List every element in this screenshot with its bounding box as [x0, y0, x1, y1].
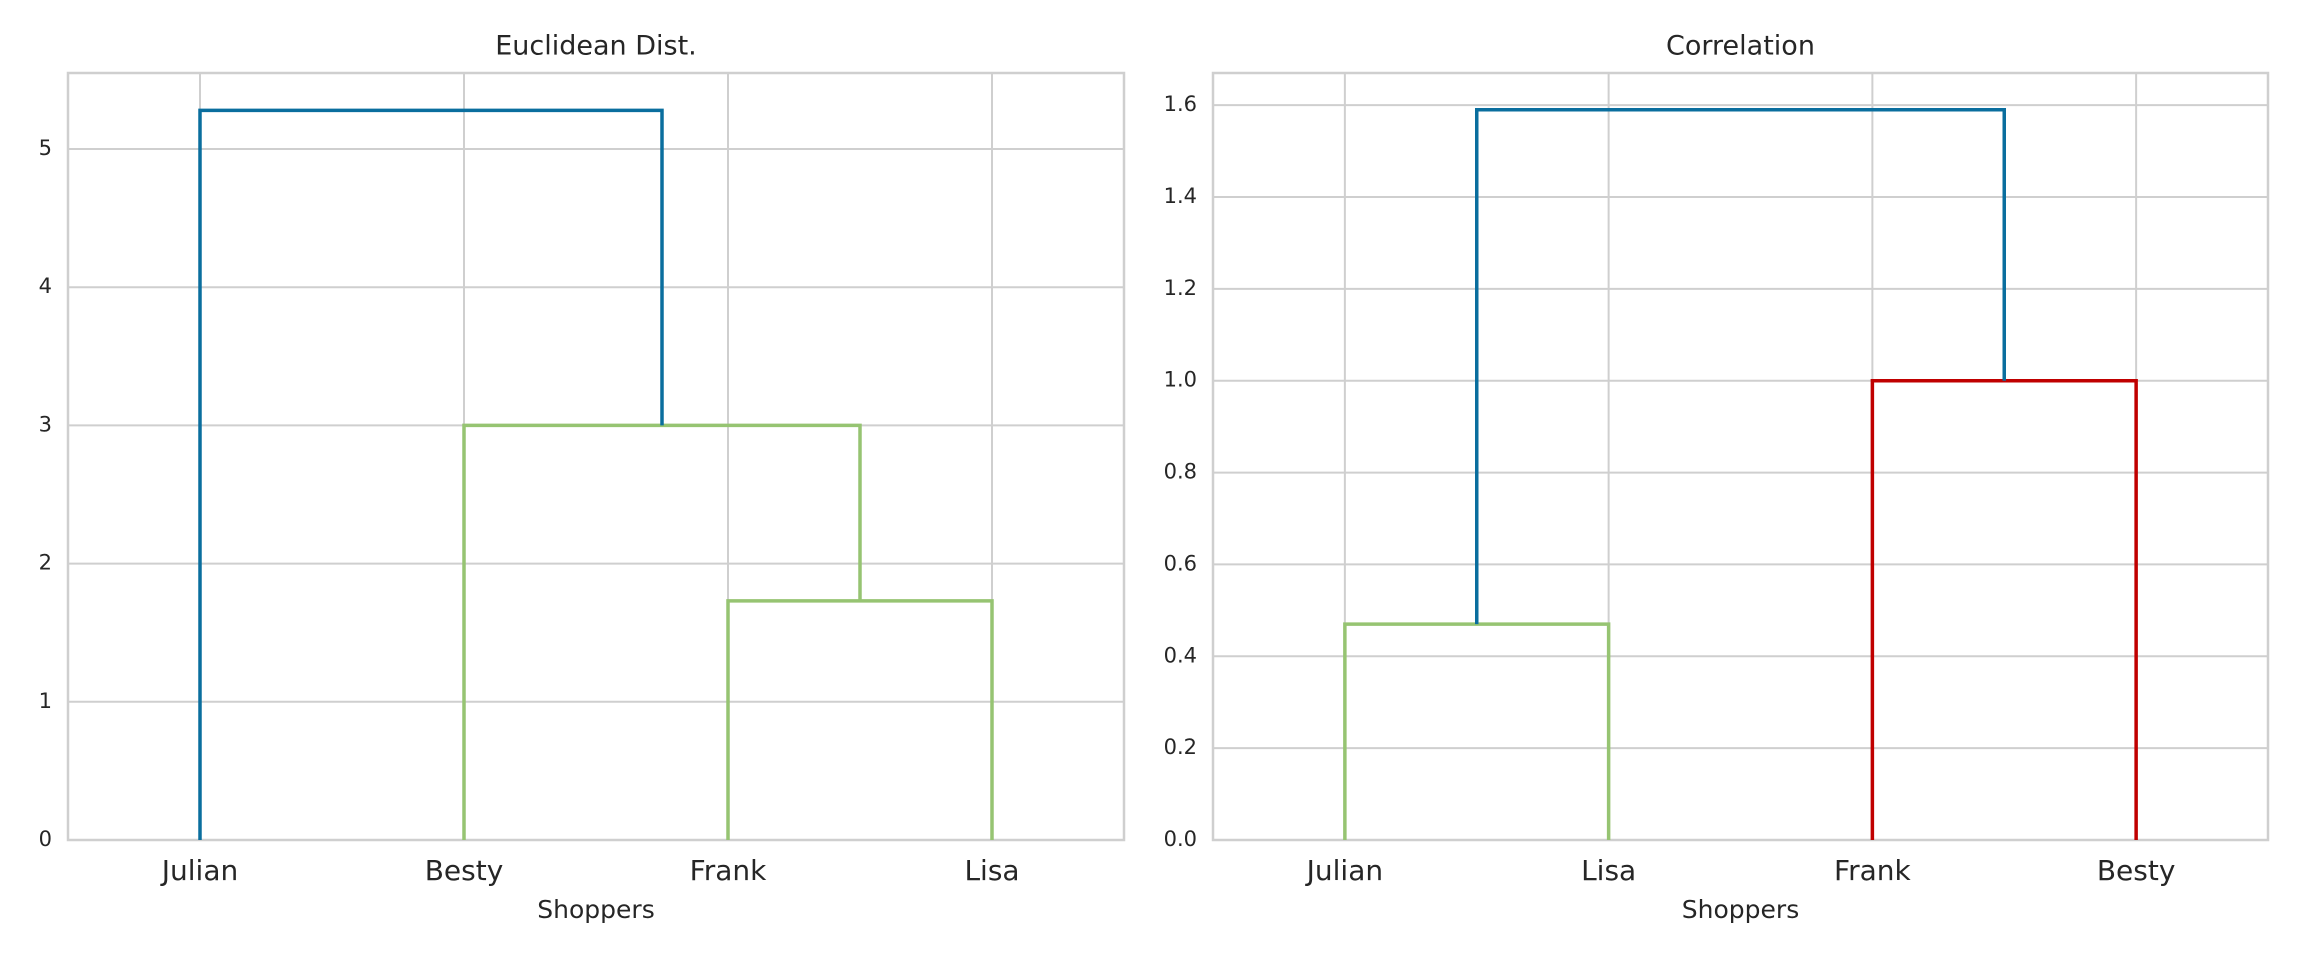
- x-tick-label: Julian: [160, 854, 238, 887]
- y-tick-label: 5: [39, 136, 52, 160]
- x-tick-label: Besty: [2097, 854, 2176, 887]
- dendrogram-link: [1343, 622, 1611, 840]
- y-tick-label: 4: [39, 274, 52, 298]
- y-tick-label: 1.0: [1164, 368, 1197, 392]
- dendrogram-link: [1870, 378, 2138, 840]
- dendrogram-link: [198, 108, 664, 840]
- x-tick-label: Julian: [1305, 854, 1383, 887]
- y-tick-label: 2: [39, 551, 52, 575]
- y-tick-label: 1.6: [1164, 92, 1197, 116]
- dendrogram-link: [1475, 107, 2006, 625]
- dendrogram-link: [462, 423, 862, 840]
- y-tick-label: 1.2: [1164, 276, 1197, 300]
- y-tick-label: 1.4: [1164, 184, 1197, 208]
- chart-title: Euclidean Dist.: [495, 31, 697, 62]
- dendrogram-link: [726, 599, 994, 840]
- x-axis-label: Shoppers: [537, 895, 654, 924]
- chart-title: Correlation: [1666, 31, 1815, 62]
- plot-frame: [1211, 71, 2270, 842]
- x-tick-label: Lisa: [964, 854, 1019, 887]
- x-tick-label: Besty: [425, 854, 504, 887]
- y-tick-label: 0.8: [1164, 460, 1197, 484]
- x-tick-label: Frank: [1834, 854, 1911, 887]
- y-tick-label: 0: [39, 827, 52, 851]
- y-tick-label: 1: [39, 689, 52, 713]
- x-tick-label: Frank: [690, 854, 767, 887]
- y-tick-label: 0.2: [1164, 735, 1197, 759]
- y-tick-label: 0.0: [1164, 827, 1197, 851]
- x-tick-label: Lisa: [1581, 854, 1636, 887]
- x-axis-label: Shoppers: [1682, 895, 1799, 924]
- plot-frame: [66, 71, 1126, 842]
- y-tick-label: 0.4: [1164, 643, 1197, 667]
- y-tick-label: 3: [39, 412, 52, 436]
- y-tick-label: 0.6: [1164, 551, 1197, 575]
